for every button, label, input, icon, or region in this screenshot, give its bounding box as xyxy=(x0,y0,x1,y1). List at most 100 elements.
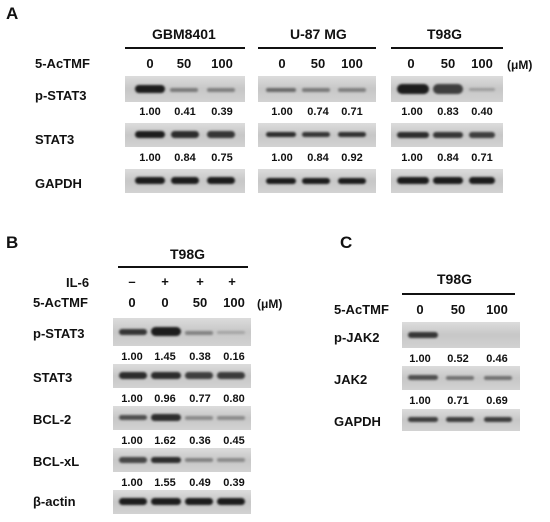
quant-value: 0.92 xyxy=(341,152,363,164)
blot-gapdh-c xyxy=(402,409,520,431)
il6-status: + xyxy=(161,274,169,289)
quant-value: 0.71 xyxy=(341,106,363,118)
quant-value: 1.45 xyxy=(154,351,176,363)
quant-value: 1.00 xyxy=(121,393,143,405)
blot-gapdh-t98g-a xyxy=(391,169,503,193)
dose-header: 100 xyxy=(471,56,493,71)
dose-header: 100 xyxy=(211,56,233,71)
row-label-pstat3-a: p-STAT3 xyxy=(35,88,87,103)
quant-value: 0.74 xyxy=(307,106,329,118)
quant-value: 0.83 xyxy=(437,106,459,118)
dose-header: 100 xyxy=(223,295,245,310)
blot-stat3-gbm8401 xyxy=(125,123,245,147)
quant-value: 0.39 xyxy=(211,106,233,118)
quant-value: 0.36 xyxy=(189,435,211,447)
row-label-gapdh-c: GAPDH xyxy=(334,414,381,429)
quant-value: 0.84 xyxy=(174,152,196,164)
blot-gapdh-gbm8401 xyxy=(125,169,245,193)
quant-value: 1.62 xyxy=(154,435,176,447)
quant-value: 0.45 xyxy=(223,435,245,447)
blot-stat3-b xyxy=(113,364,251,388)
row-label-jak2: JAK2 xyxy=(334,372,368,387)
dose-header: 0 xyxy=(416,302,424,317)
il6-status: + xyxy=(228,274,236,289)
panel-letter-c: C xyxy=(340,233,353,252)
underline-t98g-c xyxy=(402,293,515,295)
dose-header: 0 xyxy=(278,56,286,71)
dose-header: 100 xyxy=(341,56,363,71)
blot-pstat3-t98g-a xyxy=(391,76,503,102)
quant-value: 0.16 xyxy=(223,351,245,363)
quant-value: 1.00 xyxy=(121,351,143,363)
quant-value: 0.71 xyxy=(447,395,469,407)
blot-stat3-t98g-a xyxy=(391,123,503,147)
dose-header: 100 xyxy=(486,302,508,317)
treatment-label-b: 5-AcTMF xyxy=(33,295,88,310)
quant-value: 0.71 xyxy=(471,152,493,164)
il6-label: IL-6 xyxy=(66,275,90,290)
dose-header: 0 xyxy=(161,295,169,310)
blot-bactin xyxy=(113,490,251,514)
row-label-bcl2: BCL-2 xyxy=(33,412,72,427)
treatment-label-a: 5-AcTMF xyxy=(35,56,90,71)
row-label-stat3-a: STAT3 xyxy=(35,132,75,147)
quant-value: 0.52 xyxy=(447,353,469,365)
quant-value: 1.00 xyxy=(401,106,423,118)
quant-value: 1.00 xyxy=(121,477,143,489)
dose-header: 50 xyxy=(310,56,326,71)
quant-value: 0.80 xyxy=(223,393,245,405)
treatment-label-c: 5-AcTMF xyxy=(334,302,389,317)
quant-value: 1.00 xyxy=(401,152,423,164)
dose-header: 50 xyxy=(192,295,208,310)
quant-value: 0.77 xyxy=(189,393,211,405)
row-label-pstat3-b: p-STAT3 xyxy=(33,326,85,341)
quant-value: 0.96 xyxy=(154,393,176,405)
blot-pstat3-b xyxy=(113,318,251,346)
blot-pstat3-gbm8401 xyxy=(125,76,245,102)
quant-value: 0.40 xyxy=(471,106,493,118)
quant-value: 0.46 xyxy=(486,353,508,365)
blot-pstat3-u87mg xyxy=(258,76,376,102)
quant-value: 0.39 xyxy=(223,477,245,489)
cell-line-title-t98g-a: T98G xyxy=(427,26,463,42)
il6-status: + xyxy=(196,274,204,289)
quant-value: 0.75 xyxy=(211,152,233,164)
row-label-stat3-b: STAT3 xyxy=(33,370,73,385)
quant-value: 1.00 xyxy=(409,395,431,407)
underline-t98g-b xyxy=(118,266,248,268)
dose-header: 50 xyxy=(440,56,456,71)
cell-line-title-gbm8401: GBM8401 xyxy=(152,26,216,42)
quant-value: 1.00 xyxy=(409,353,431,365)
underline-gbm8401 xyxy=(125,47,245,49)
quant-value: 1.00 xyxy=(271,106,293,118)
row-label-gapdh-a: GAPDH xyxy=(35,176,82,191)
quant-value: 0.84 xyxy=(437,152,459,164)
dose-header: 0 xyxy=(407,56,415,71)
quant-value: 1.00 xyxy=(139,106,161,118)
dose-header: 0 xyxy=(146,56,154,71)
blot-bclxl xyxy=(113,448,251,472)
row-label-pjak2: p-JAK2 xyxy=(334,330,380,345)
unit-label-a: (μM) xyxy=(507,58,533,72)
underline-u87mg xyxy=(258,47,376,49)
dose-header: 0 xyxy=(128,295,136,310)
blot-stat3-u87mg xyxy=(258,123,376,147)
cell-line-title-u87mg: U-87 MG xyxy=(290,26,347,42)
cell-line-title-t98g-b: T98G xyxy=(170,246,206,262)
quant-value: 1.00 xyxy=(121,435,143,447)
quant-value: 0.49 xyxy=(189,477,211,489)
underline-t98g-a xyxy=(391,47,503,49)
quant-value: 0.41 xyxy=(174,106,196,118)
dose-header: 50 xyxy=(176,56,192,71)
quant-value: 1.00 xyxy=(271,152,293,164)
unit-label-b: (μM) xyxy=(257,297,283,311)
row-label-bactin: β-actin xyxy=(33,494,76,509)
quant-value: 0.38 xyxy=(189,351,211,363)
quant-value: 1.00 xyxy=(139,152,161,164)
quant-value: 0.69 xyxy=(486,395,508,407)
blot-jak2 xyxy=(402,366,520,390)
panel-letter-b: B xyxy=(6,233,19,252)
row-label-bclxl: BCL-xL xyxy=(33,454,80,469)
dose-header: 50 xyxy=(450,302,466,317)
panel-letter-a: A xyxy=(6,4,19,23)
